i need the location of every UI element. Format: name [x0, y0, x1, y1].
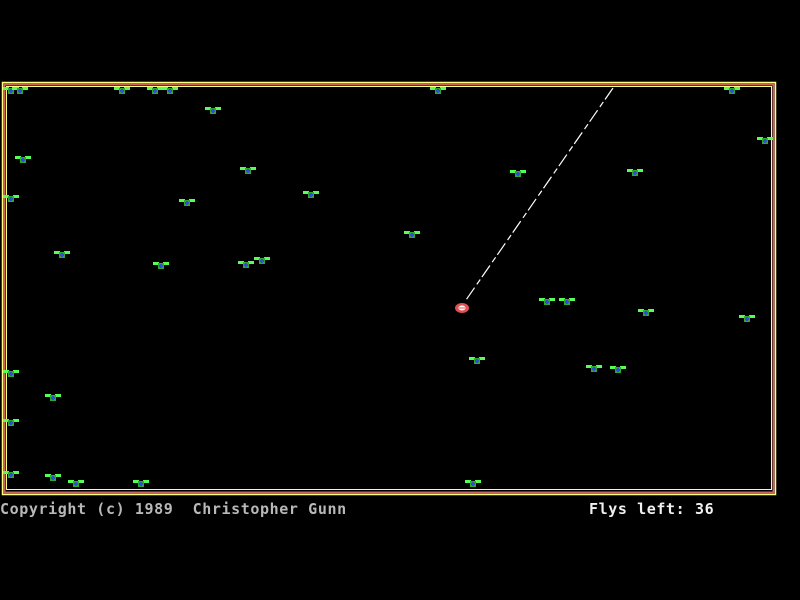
fly-icon [757, 137, 773, 144]
fly-icon [638, 309, 654, 316]
fly-icon [133, 480, 149, 487]
fly-icon [739, 315, 755, 322]
flys-left-value: 36 [694, 500, 715, 518]
fly-icon [153, 262, 169, 269]
fly-icon [179, 199, 195, 206]
fly-icon [147, 87, 163, 94]
fly-icon [45, 474, 61, 481]
fly-icon [68, 480, 84, 487]
fly-icon [559, 298, 575, 305]
fly-icon [465, 480, 481, 487]
fly-icon [15, 156, 31, 163]
fly-icon [238, 261, 254, 268]
fly-icon [539, 298, 555, 305]
fly-icon [54, 251, 70, 258]
fly-icon [12, 87, 28, 94]
frog-icon[interactable] [455, 303, 469, 313]
fly-icon [205, 107, 221, 114]
copyright-text: Copyright (c) 1989 Christopher Gunn [0, 500, 347, 518]
flys-left-counter: Flys left: 36 [589, 500, 714, 518]
fly-icon [240, 167, 256, 174]
flies [3, 87, 773, 487]
fly-icon [469, 357, 485, 364]
fly-icon [254, 257, 270, 264]
border [1, 81, 777, 496]
fly-icon [510, 170, 526, 177]
fly-icon [404, 231, 420, 238]
fly-icon [162, 87, 178, 94]
fly-icon [586, 365, 602, 372]
fly-icon [45, 394, 61, 401]
fly-icon [430, 87, 446, 94]
fly-icon [114, 87, 130, 94]
fly-icon [627, 169, 643, 176]
fly-icon [303, 191, 319, 198]
frog-tongue [465, 87, 614, 301]
fly-icon [610, 366, 626, 373]
fly-icon [724, 87, 740, 94]
flys-left-label: Flys left: [589, 500, 686, 518]
